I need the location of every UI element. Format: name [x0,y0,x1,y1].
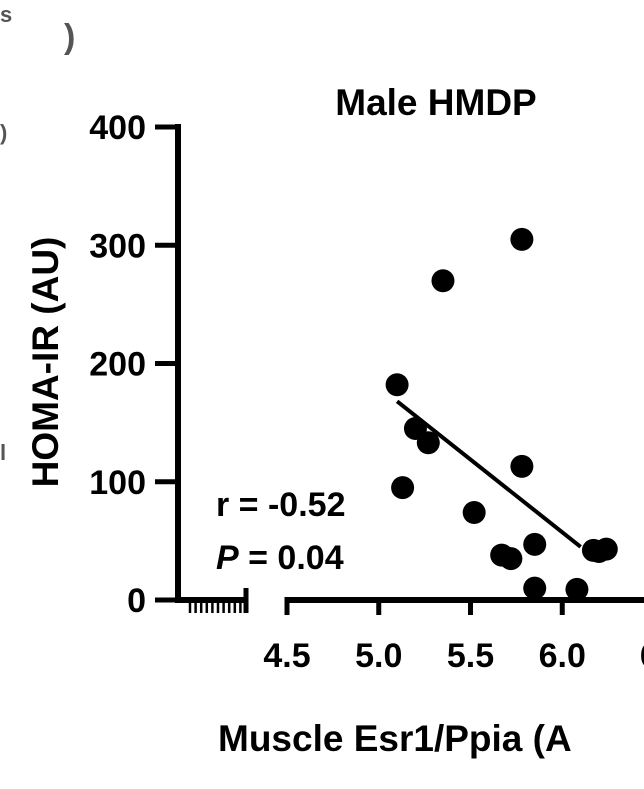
fragment-bracket: ) [64,18,75,56]
p-symbol: P [216,539,239,577]
data-point-0 [385,373,409,397]
x-tick-label-2: 5.5 [447,637,494,675]
data-points [385,227,618,601]
data-point-1 [391,476,415,500]
data-point-15 [594,537,618,561]
r-value-text: r = -0.52 [216,486,345,524]
y-axis-title: HOMA-IR (AU) [25,237,66,488]
data-point-10 [523,532,547,556]
data-point-12 [565,577,589,601]
x-ticks: 4.5 5.0 5.5 6.0 6. [263,597,644,675]
data-point-5 [462,500,486,524]
y-tick-label-2: 200 [89,346,146,384]
chart-title: Male HMDP [335,82,536,123]
y-tick-label-1: 100 [89,464,146,502]
p-value: = 0.04 [239,539,344,577]
fragment-top-left: s [0,2,12,27]
y-tick-label-4: 400 [89,109,146,147]
x-axis: 4.5 5.0 5.5 6.0 6. [175,588,644,675]
fragment-left-mark: l [0,440,6,465]
regression-line [395,399,582,549]
axis-break-ticks [188,588,249,613]
data-point-7 [499,547,523,571]
data-point-9 [510,454,534,478]
y-tick-label-0: 0 [127,582,146,620]
p-value-text: P = 0.04 [216,539,344,577]
data-point-4 [431,269,455,293]
y-ticks: 0 100 200 300 400 [89,109,181,620]
x-tick-label-3: 6.0 [539,637,586,675]
fragment-left-paren: ) [0,120,7,145]
x-tick-label-1: 5.0 [355,637,402,675]
data-point-8 [510,227,534,251]
x-axis-title: Muscle Esr1/Ppia (A [218,718,572,759]
data-point-3 [416,431,440,455]
y-tick-label-3: 300 [89,227,146,265]
y-axis: 0 100 200 300 400 [89,109,181,620]
data-point-11 [523,576,547,600]
x-tick-label-4: 6. [640,637,644,675]
x-tick-label-0: 4.5 [263,637,310,675]
